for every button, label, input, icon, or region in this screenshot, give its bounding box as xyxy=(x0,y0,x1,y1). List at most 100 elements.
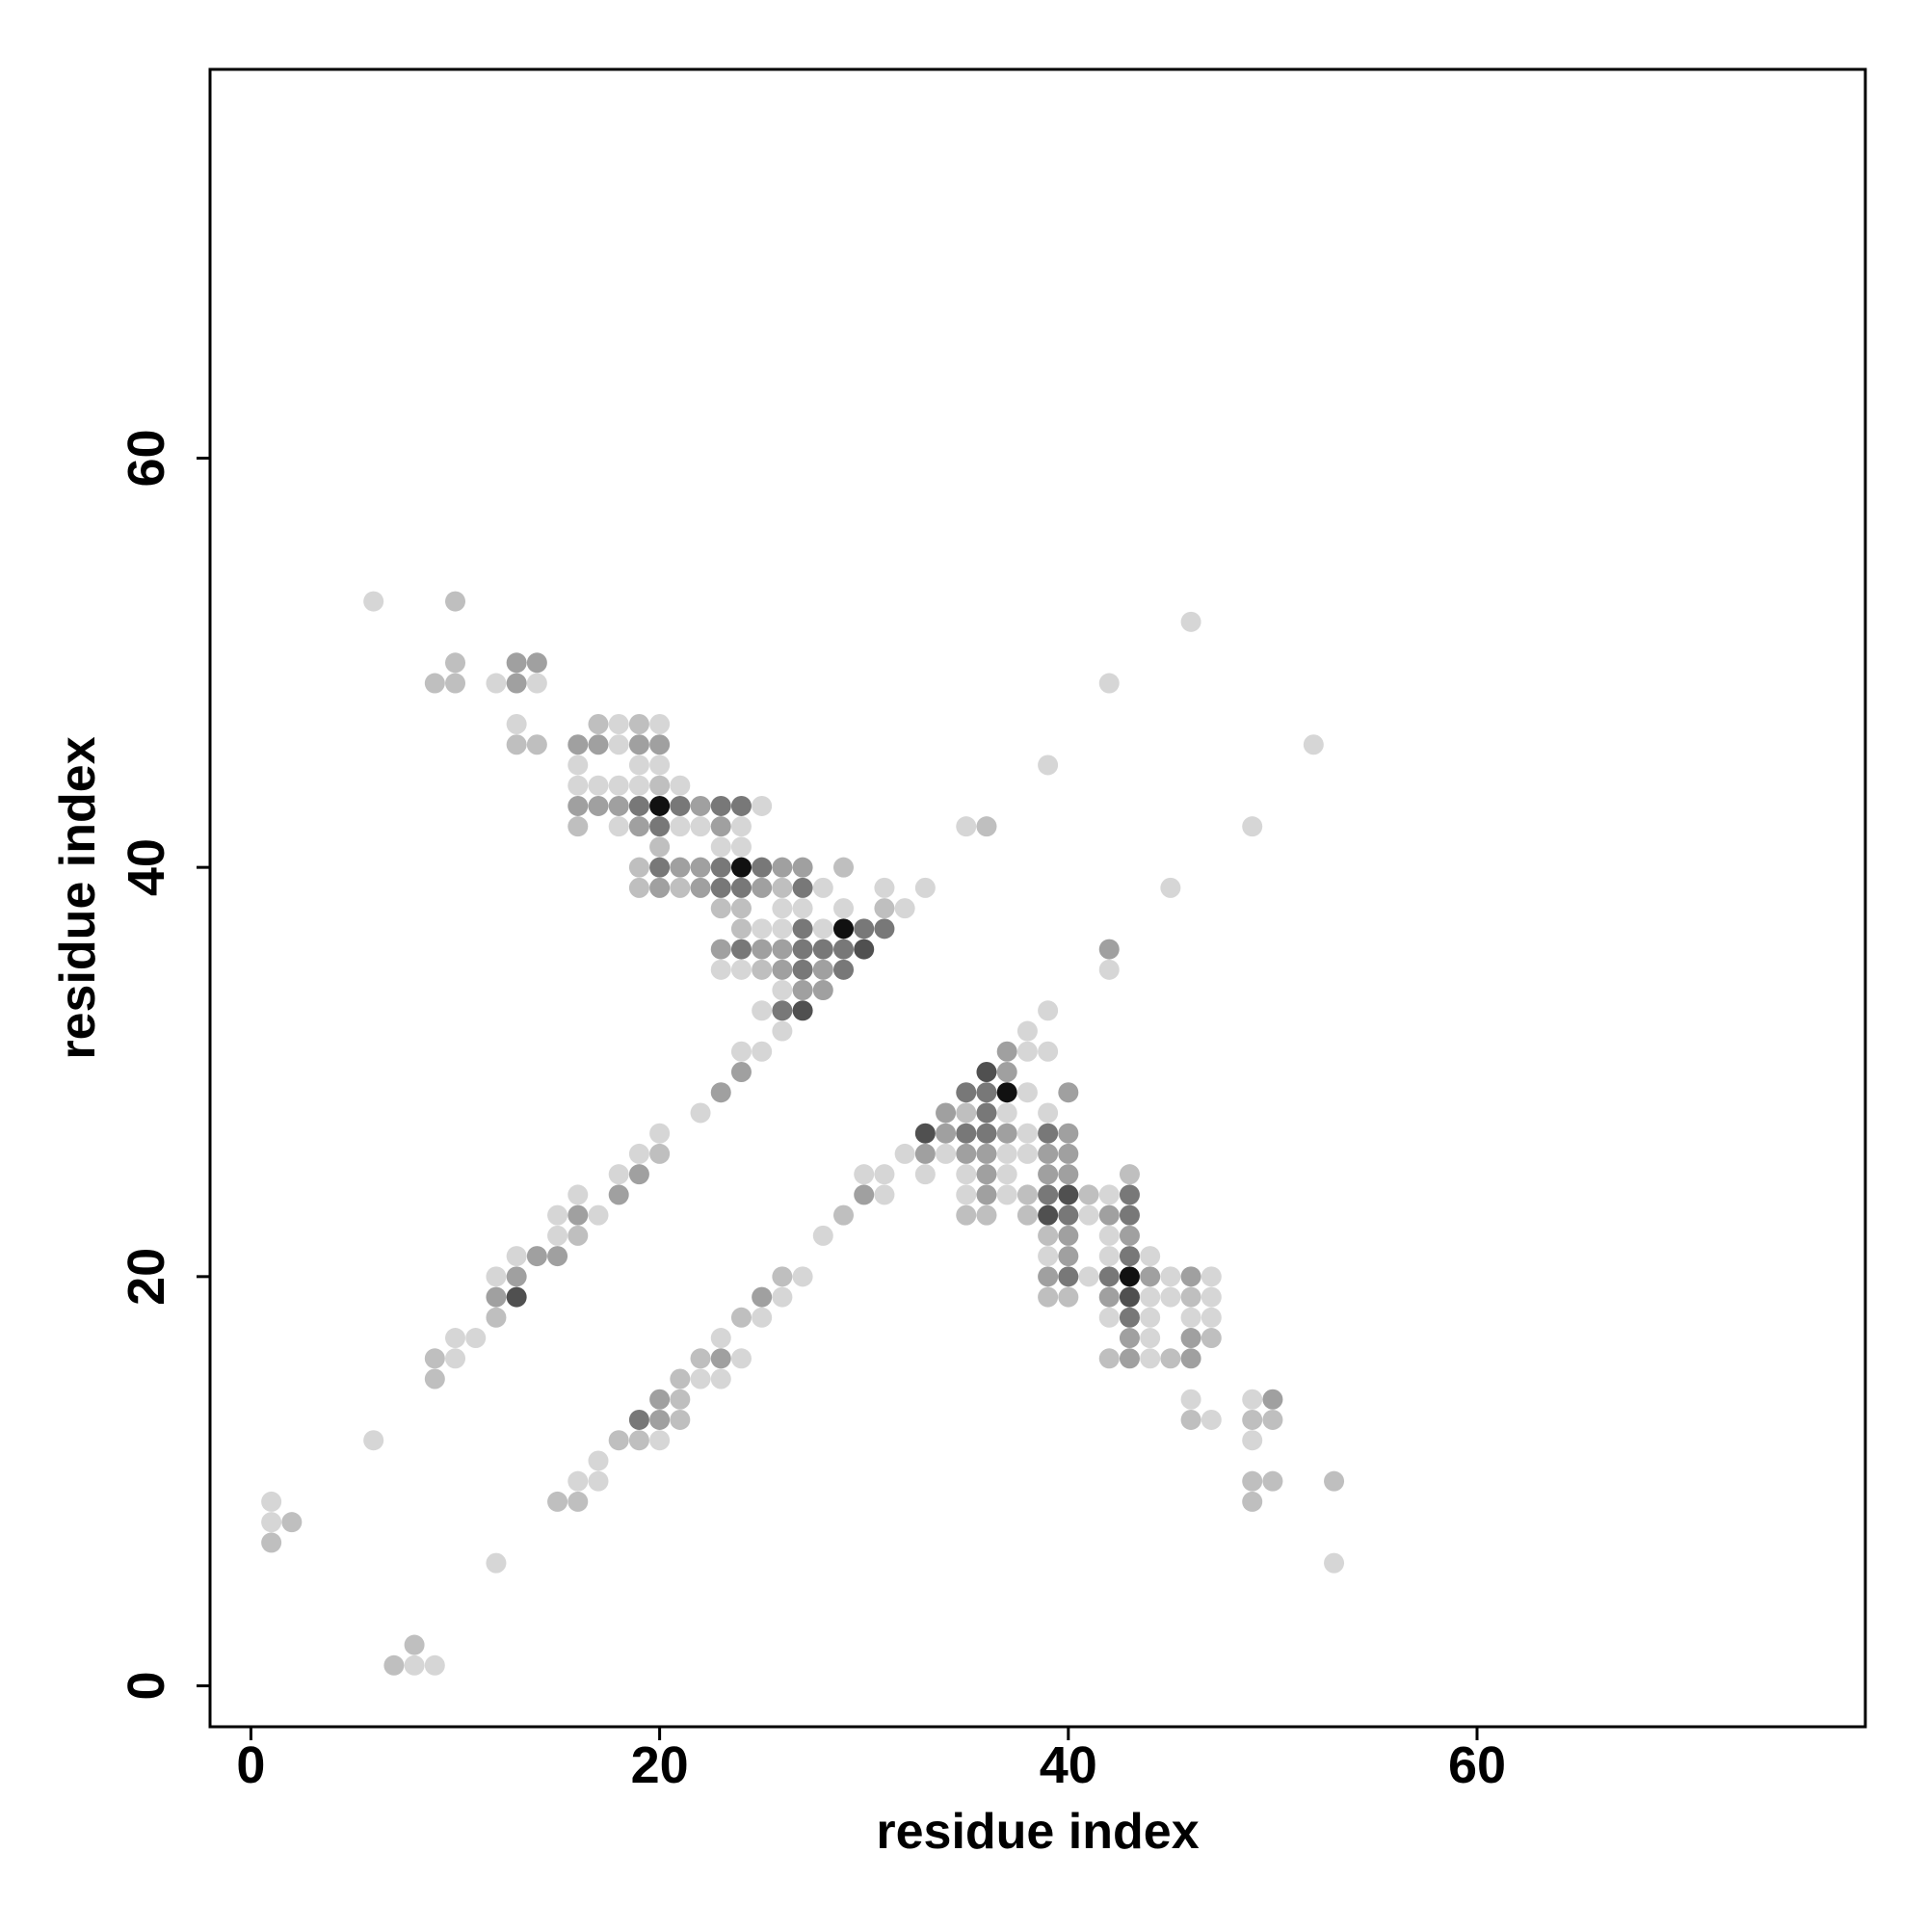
contact-point xyxy=(1038,1246,1059,1267)
contact-point xyxy=(1038,1164,1059,1185)
contact-point xyxy=(1262,1389,1283,1410)
contact-point xyxy=(486,1307,507,1328)
contact-point xyxy=(628,754,649,776)
contact-point xyxy=(976,1204,997,1226)
contact-point xyxy=(914,1164,936,1185)
contact-point xyxy=(486,1552,507,1574)
contact-point xyxy=(547,1204,568,1226)
contact-point xyxy=(833,918,855,940)
contact-point xyxy=(628,816,649,837)
contact-point xyxy=(670,877,691,898)
contact-point xyxy=(772,939,793,960)
contact-point xyxy=(670,1368,691,1389)
contact-point xyxy=(1324,1470,1345,1492)
contact-point xyxy=(445,652,466,674)
contact-point xyxy=(710,1348,731,1369)
contact-point xyxy=(1098,1184,1120,1205)
contact-point xyxy=(649,714,671,735)
contact-point xyxy=(568,795,589,816)
contact-point xyxy=(465,1328,487,1349)
contact-point xyxy=(956,1143,977,1164)
contact-point xyxy=(261,1532,282,1553)
contact-point xyxy=(608,816,629,837)
contact-point xyxy=(792,939,813,960)
contact-point xyxy=(1038,1184,1059,1205)
contact-point xyxy=(752,1041,773,1062)
contact-point xyxy=(730,1061,752,1082)
x-tick-label: 60 xyxy=(1448,1736,1506,1794)
contact-point xyxy=(1180,1348,1201,1369)
contact-point xyxy=(956,1164,977,1185)
contact-point xyxy=(649,1430,671,1451)
contact-point xyxy=(1058,1143,1079,1164)
contact-point xyxy=(1180,611,1201,632)
contact-point xyxy=(649,795,671,816)
contact-point xyxy=(608,714,629,735)
contact-point xyxy=(690,816,711,837)
contact-point xyxy=(792,1266,813,1287)
contact-point xyxy=(730,918,752,940)
contact-point xyxy=(976,1143,997,1164)
contact-point xyxy=(608,1430,629,1451)
contact-point xyxy=(649,1143,671,1164)
contact-point xyxy=(547,1225,568,1246)
contact-point xyxy=(690,1368,711,1389)
contact-point xyxy=(690,1348,711,1369)
contact-point xyxy=(1140,1348,1161,1369)
contact-point xyxy=(1180,1286,1201,1308)
contact-point xyxy=(1119,1348,1140,1369)
contact-point xyxy=(1140,1307,1161,1328)
contact-point xyxy=(772,1020,793,1042)
contact-point xyxy=(996,1102,1017,1124)
contact-point xyxy=(1098,1204,1120,1226)
contact-point xyxy=(1262,1470,1283,1492)
contact-point xyxy=(1324,1552,1345,1574)
contact-point xyxy=(628,1143,649,1164)
contact-point xyxy=(1098,1225,1120,1246)
contact-point xyxy=(486,673,507,694)
contact-point xyxy=(690,795,711,816)
contact-point xyxy=(854,1184,875,1205)
contact-point xyxy=(976,1082,997,1103)
contact-point xyxy=(956,816,977,837)
contact-point xyxy=(588,775,609,796)
contact-point xyxy=(710,1328,731,1349)
contact-point xyxy=(812,959,833,980)
contact-point xyxy=(1119,1184,1140,1205)
contact-point xyxy=(1058,1286,1079,1308)
contact-point xyxy=(1038,1225,1059,1246)
contact-point xyxy=(1201,1286,1222,1308)
contact-point xyxy=(1119,1307,1140,1328)
contact-point xyxy=(445,1328,466,1349)
contact-point xyxy=(649,816,671,837)
contact-point xyxy=(812,1225,833,1246)
contact-point xyxy=(1119,1266,1140,1287)
contact-point xyxy=(914,877,936,898)
contact-point xyxy=(730,939,752,960)
contact-point xyxy=(1140,1246,1161,1267)
contact-point xyxy=(730,1348,752,1369)
contact-point xyxy=(568,1184,589,1205)
contact-point xyxy=(424,673,445,694)
contact-point xyxy=(772,980,793,1001)
contact-point xyxy=(1058,1123,1079,1144)
contact-point xyxy=(710,816,731,837)
contact-point xyxy=(792,898,813,919)
contact-point xyxy=(1058,1082,1079,1103)
contact-point xyxy=(1016,1204,1038,1226)
contact-point xyxy=(424,1654,445,1676)
contact-point xyxy=(1140,1286,1161,1308)
contact-point xyxy=(1242,1409,1263,1430)
contact-point xyxy=(690,1102,711,1124)
contact-point xyxy=(1180,1389,1201,1410)
contact-point xyxy=(710,795,731,816)
contact-point xyxy=(608,775,629,796)
contact-point xyxy=(649,1389,671,1410)
contact-point xyxy=(1016,1123,1038,1144)
contact-point xyxy=(1119,1286,1140,1308)
contact-point xyxy=(1242,1491,1263,1512)
contact-point xyxy=(506,1286,527,1308)
contact-point xyxy=(1242,1389,1263,1410)
contact-point xyxy=(568,734,589,755)
contact-point xyxy=(1038,1286,1059,1308)
